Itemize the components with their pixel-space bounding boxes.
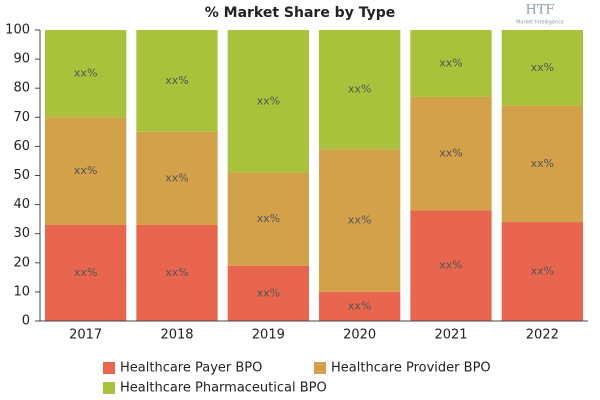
bar-segment [410, 96, 492, 211]
bar-segment [45, 224, 127, 321]
bar-segment [136, 224, 218, 321]
data-label: xx% [74, 67, 97, 80]
bar-segment [501, 105, 583, 223]
x-tick-label: 2021 [434, 328, 467, 343]
bar-segment [319, 149, 401, 292]
y-tick-label: 0 [22, 314, 30, 329]
y-tick-label: 30 [13, 226, 30, 241]
bar-segment [227, 30, 309, 173]
y-tick-label: 60 [13, 139, 30, 154]
logo-text: HTF [525, 3, 554, 18]
data-label: xx% [165, 171, 188, 184]
x-tick-label: 2022 [526, 328, 559, 343]
bar-segment [410, 210, 492, 321]
bar-segment [227, 265, 309, 321]
legend-label: Healthcare Payer BPO [120, 361, 262, 376]
data-label: xx% [257, 212, 280, 225]
data-label: xx% [439, 56, 462, 69]
bar-segment [319, 291, 401, 321]
bar-segment [136, 30, 218, 132]
data-label: xx% [74, 164, 97, 177]
legend-label: Healthcare Pharmaceutical BPO [120, 381, 327, 396]
bar-segment [227, 172, 309, 266]
data-label: xx% [439, 147, 462, 160]
bar-segment [501, 222, 583, 321]
data-label: xx% [348, 299, 371, 312]
data-label: xx% [165, 74, 188, 87]
legend-swatch [103, 382, 115, 394]
x-tick-label: 2019 [252, 328, 285, 343]
x-tick-label: 2018 [160, 328, 193, 343]
data-label: xx% [74, 266, 97, 279]
bar-segment [319, 30, 401, 150]
data-label: xx% [439, 259, 462, 272]
data-label: xx% [531, 157, 554, 170]
bar-segment [501, 30, 583, 106]
bar-segment [45, 30, 127, 118]
x-tick-label: 2017 [69, 328, 102, 343]
data-label: xx% [257, 94, 280, 107]
bar-segment [410, 30, 492, 97]
y-tick-label: 100 [5, 23, 30, 38]
data-label: xx% [348, 83, 371, 96]
y-tick-label: 80 [13, 81, 30, 96]
data-label: xx% [165, 266, 188, 279]
data-label: xx% [531, 265, 554, 278]
data-label: xx% [257, 286, 280, 299]
bar-segment [136, 131, 218, 225]
legend-label: Healthcare Provider BPO [331, 361, 491, 376]
legend-swatch [103, 362, 115, 374]
y-tick-label: 10 [13, 284, 30, 299]
bar-segment [45, 117, 127, 225]
y-tick-label: 90 [13, 52, 30, 67]
y-tick-label: 70 [13, 110, 30, 125]
data-label: xx% [348, 214, 371, 227]
chart-title: % Market Share by Type [205, 5, 396, 21]
x-tick-label: 2020 [343, 328, 376, 343]
data-label: xx% [531, 61, 554, 74]
y-tick-label: 50 [13, 168, 30, 183]
legend-swatch [314, 362, 326, 374]
y-tick-label: 40 [13, 197, 30, 212]
logo-subtext: Market Intelligence [516, 20, 564, 26]
y-tick-label: 20 [13, 255, 30, 270]
